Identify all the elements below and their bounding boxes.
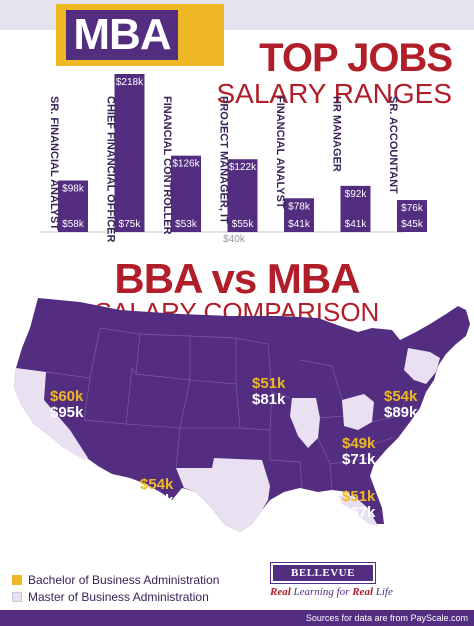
bar-financial-analyst — [284, 198, 314, 232]
bar-high-label-hr-manager: $92k — [345, 189, 368, 200]
legend-item-mba: Master of Business Administration — [12, 589, 219, 605]
bar-high-label-sr-accountant: $76k — [401, 203, 424, 214]
region-southeast-salaries: $49k $71k — [342, 436, 375, 468]
legend-label-mba: Master of Business Administration — [28, 590, 209, 604]
bar-high-label-financial-controller: $126k — [172, 159, 200, 170]
mba-badge-text: MBA — [66, 10, 178, 60]
legend-swatch-mba — [12, 592, 22, 602]
region-south-salaries: $51k $67k — [342, 489, 375, 521]
region-west-bba: $60k — [50, 388, 84, 405]
footer-band — [0, 610, 474, 626]
region-midwest-bba: $51k — [252, 375, 286, 392]
region-california — [14, 368, 88, 460]
bar-high-label-sr-financial-analyst: $98k — [62, 184, 85, 195]
region-west-salaries: $60k $95k — [50, 389, 83, 421]
bar-sr-financial-analyst — [58, 180, 88, 232]
region-southwest-bba: $54k — [140, 476, 174, 493]
region-midwest-mba: $81k — [252, 391, 286, 408]
region-southeast-bba: $49k — [342, 435, 376, 452]
bar-hr-manager — [340, 185, 371, 232]
bar-low-label-hr-manager: $41k — [345, 219, 368, 230]
category-label-project-manager-it: PROJECT MANAGER, IT — [218, 96, 230, 224]
category-label-sr-accountant: SR. ACCOUNTANT — [387, 96, 399, 194]
category-label-financial-controller: FINANCIAL CONTROLLER — [161, 96, 173, 235]
bar-low-label-chief-financial-officer: $75k — [119, 219, 142, 230]
region-northeast — [404, 348, 440, 384]
chart-title: TOP JOBS — [259, 36, 453, 80]
us-map-outline — [14, 298, 470, 532]
comparison-title: BBA vs MBA — [114, 255, 360, 302]
region-south-bba: $51k — [342, 488, 376, 505]
logo-tagline: Real Learning for Real Life — [270, 586, 393, 598]
baseline-label: $40k — [223, 234, 246, 245]
category-label-sr-financial-analyst: SR. FINANCIAL ANALYST — [48, 96, 60, 230]
region-texas — [176, 458, 270, 532]
tagline-real-2: Real — [352, 586, 373, 598]
region-south-mba: $67k — [342, 504, 376, 521]
state-borders — [45, 327, 411, 491]
region-northeast-bba: $54k — [384, 388, 418, 405]
region-ohio — [342, 394, 374, 430]
bar-sr-accountant — [397, 200, 427, 232]
legend: Bachelor of Business Administration Mast… — [12, 572, 219, 606]
bar-low-label-sr-financial-analyst: $58k — [62, 219, 85, 230]
bar-low-label-financial-analyst: $41k — [288, 219, 311, 230]
bellevue-logo: BELLEVUE UNIVERSITY — [270, 562, 376, 595]
tagline-middle: Learning for — [290, 586, 353, 598]
bar-high-label-financial-analyst: $78k — [288, 201, 311, 212]
tagline-end: Life — [373, 586, 393, 598]
bar-high-label-chief-financial-officer: $218k — [116, 77, 144, 88]
category-label-chief-financial-officer: CHIEF FINANCIAL OFFICER — [105, 96, 117, 243]
category-label-hr-manager: HR MANAGER — [331, 96, 343, 172]
region-southwest-salaries: $54k $77k — [140, 477, 173, 509]
legend-item-bba: Bachelor of Business Administration — [12, 572, 219, 588]
region-southwest-mba: $77k — [140, 492, 174, 509]
tagline-real-1: Real — [270, 586, 291, 598]
bar-chief-financial-officer — [114, 74, 145, 232]
legend-swatch-bba — [12, 575, 22, 585]
legend-label-bba: Bachelor of Business Administration — [28, 573, 220, 587]
chart-subtitle: SALARY RANGES — [216, 78, 452, 109]
bar-project-manager-it — [227, 159, 258, 232]
region-midwest-salaries: $51k $81k — [252, 376, 285, 408]
region-southeast-mba: $71k — [342, 451, 376, 468]
region-west-mba: $95k — [50, 404, 84, 421]
us-map — [14, 298, 470, 532]
category-label-financial-analyst: FINANCIAL ANALYST — [274, 96, 286, 209]
bar-low-label-sr-accountant: $45k — [401, 219, 424, 230]
bar-low-label-financial-controller: $53k — [175, 219, 198, 230]
region-southeast — [338, 496, 378, 526]
region-northeast-salaries: $54k $89k — [384, 389, 417, 421]
footer-source: Sources for data are from PayScale.com — [305, 613, 468, 623]
bar-low-label-project-manager-it: $55k — [232, 219, 255, 230]
region-northeast-mba: $89k — [384, 404, 418, 421]
bar-financial-controller — [171, 155, 201, 232]
bar-high-label-project-manager-it: $122k — [229, 162, 257, 173]
region-illinois — [290, 398, 320, 448]
